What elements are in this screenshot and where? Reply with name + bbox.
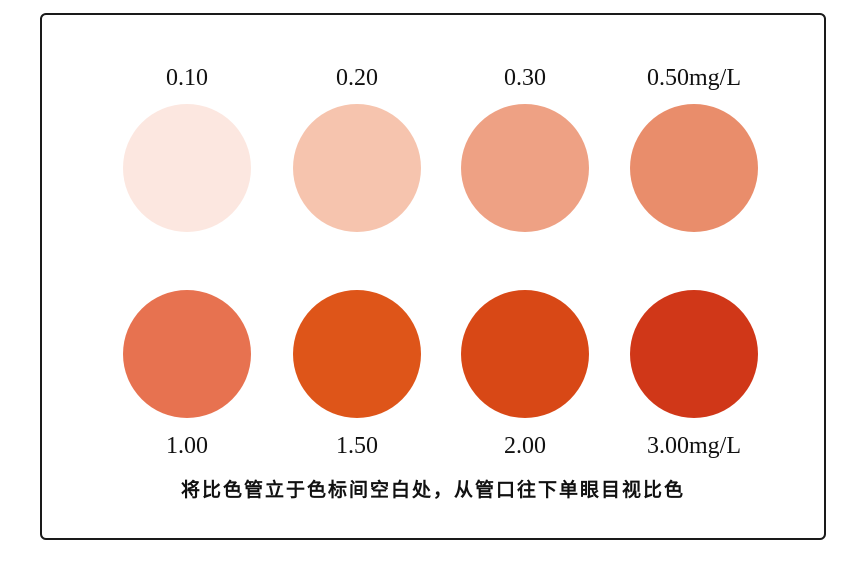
- swatch-3-00: [630, 290, 758, 418]
- swatch-1-50: [293, 290, 421, 418]
- swatch-2-00: [461, 290, 589, 418]
- instruction-text: 将比色管立于色标间空白处，从管口往下单眼目视比色: [180, 479, 685, 501]
- top-label-4: 0.50mg/L: [647, 65, 741, 91]
- swatch-0-20: [293, 104, 421, 232]
- top-label-2: 0.20: [336, 65, 378, 91]
- bottom-label-1: 1.00: [166, 433, 208, 459]
- swatch-1-00: [123, 290, 251, 418]
- bottom-label-3: 2.00: [504, 433, 546, 459]
- swatch-0-30: [461, 104, 589, 232]
- swatch-0-10: [123, 104, 251, 232]
- top-label-1: 0.10: [166, 65, 208, 91]
- bottom-label-2: 1.50: [336, 433, 378, 459]
- color-chart-card: 0.10 0.20 0.30 0.50mg/L 1.00 1.50 2.00 3…: [40, 13, 826, 540]
- swatch-0-50: [630, 104, 758, 232]
- bottom-label-4: 3.00mg/L: [647, 433, 741, 459]
- top-label-3: 0.30: [504, 65, 546, 91]
